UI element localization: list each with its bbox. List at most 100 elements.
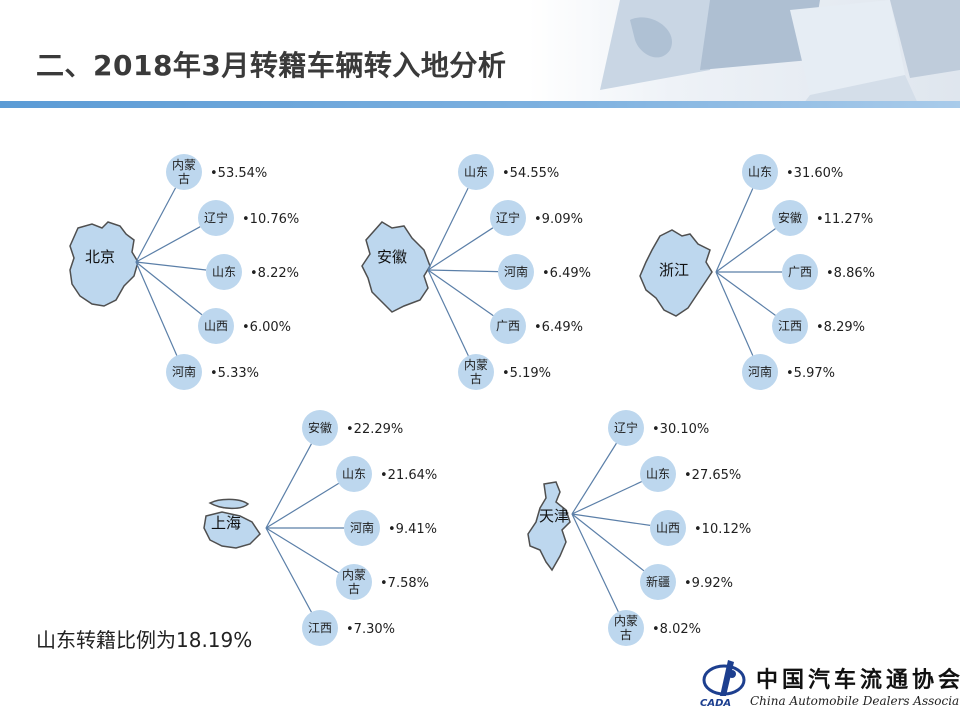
percent-label: •7.58% [380, 576, 429, 591]
province-label: 内蒙 [342, 568, 366, 582]
province-label: 山东 [464, 165, 488, 179]
province-node [640, 564, 676, 600]
cada-emblem-icon [702, 660, 746, 696]
percent-label: •8.22% [250, 266, 299, 281]
cada-logo: CADA 中国汽车流通协会 China Automobile Dealers A… [694, 654, 960, 714]
region-group: 上海 安徽 •22.29% 山东 •21.64% 河南 •9.41% 内蒙古 •7.58% 江西 •… [211, 410, 437, 646]
connector-line [571, 513, 645, 572]
province-label: 内蒙 [614, 614, 638, 628]
province-label: 古 [620, 627, 632, 642]
connector-line [715, 228, 776, 273]
header-decoration [600, 0, 960, 108]
connector-line [135, 226, 201, 263]
province-node [166, 354, 202, 390]
logo-english-name: China Automobile Dealers Association [750, 694, 960, 708]
percent-label: •22.29% [346, 422, 403, 437]
connector-line [135, 261, 178, 356]
province-node [198, 200, 234, 236]
page-title: 二、2018年3月转籍车辆转入地分析 [36, 49, 507, 82]
province-node [742, 354, 778, 390]
region-label: 天津 [539, 507, 569, 525]
connector-line [715, 271, 776, 316]
connector-line [135, 261, 207, 271]
connector-line [571, 442, 617, 515]
percent-label: •9.09% [534, 212, 583, 227]
province-node [302, 610, 338, 646]
percent-label: •5.33% [210, 366, 259, 381]
percent-label: •6.49% [542, 266, 591, 281]
province-node [650, 510, 686, 546]
percent-label: •5.19% [502, 366, 551, 381]
province-node [490, 308, 526, 344]
province-node [166, 154, 202, 190]
province-label: 安徽 [778, 210, 802, 225]
connector-line [265, 443, 312, 529]
percent-label: •6.00% [242, 320, 291, 335]
province-node [782, 254, 818, 290]
province-node [742, 154, 778, 190]
connector-line [135, 261, 203, 316]
province-label: 内蒙 [172, 158, 196, 172]
province-node [198, 308, 234, 344]
province-node [344, 510, 380, 546]
province-node [458, 354, 494, 390]
header-accent-bar [0, 101, 960, 108]
region-label: 浙江 [659, 261, 689, 279]
connector-line [427, 187, 469, 271]
province-label: 河南 [172, 364, 196, 379]
percent-label: •21.64% [380, 468, 437, 483]
beijing-map [69, 221, 139, 307]
header-banner: 二、2018年3月转籍车辆转入地分析 [0, 0, 960, 108]
province-node [772, 200, 808, 236]
connector-line [265, 527, 339, 574]
province-label: 内蒙 [464, 358, 488, 372]
shandong-ratio-note: 山东转籍比例为18.19% [36, 628, 253, 652]
percent-label: •8.86% [826, 266, 875, 281]
logo-chinese-name: 中国汽车流通协会 [756, 667, 960, 693]
percent-label: •8.02% [652, 622, 701, 637]
province-node [640, 456, 676, 492]
percent-label: •9.92% [684, 576, 733, 591]
province-label: 河南 [748, 364, 772, 379]
region-group: 安徽 山东 •54.55% 辽宁 •9.09% 河南 •6.49% 广西 •6.49% 内蒙古 •5… [377, 154, 591, 390]
province-label: 江西 [778, 319, 802, 333]
connector-line [427, 227, 494, 271]
region-group: 北京 内蒙古 •53.54% 辽宁 •10.76% 山东 •8.22% 山西 •6.00% 河南 •… [85, 154, 299, 390]
province-node [302, 410, 338, 446]
province-node [772, 308, 808, 344]
province-node [608, 610, 644, 646]
percent-label: •10.76% [242, 212, 299, 227]
anhui-map [361, 221, 431, 313]
province-label: 广西 [788, 265, 812, 279]
connector-line [571, 513, 619, 612]
region-label: 安徽 [377, 248, 407, 266]
province-node [206, 254, 242, 290]
province-node [490, 200, 526, 236]
province-label: 山东 [748, 165, 772, 179]
province-label: 山西 [656, 521, 680, 535]
percent-label: •8.29% [816, 320, 865, 335]
region-group: 浙江 山东 •31.60% 安徽 •11.27% 广西 •8.86% 江西 •8.29% 河南 •5… [659, 154, 875, 390]
province-label: 古 [178, 171, 190, 186]
province-label: 辽宁 [496, 210, 520, 225]
percent-label: •10.12% [694, 522, 751, 537]
province-node [336, 564, 372, 600]
province-node [336, 456, 372, 492]
shanghai-map [203, 498, 261, 549]
province-label: 安徽 [308, 420, 332, 435]
province-label: 辽宁 [204, 210, 228, 225]
percent-label: •7.30% [346, 622, 395, 637]
connector-line [715, 188, 754, 273]
province-label: 山西 [204, 319, 228, 333]
connector-line [571, 513, 651, 526]
percent-label: •9.41% [388, 522, 437, 537]
percent-label: •11.27% [816, 212, 873, 227]
connector-line [265, 482, 339, 529]
zhejiang-map [639, 229, 713, 317]
region-label: 北京 [85, 248, 115, 266]
region-group: 天津 辽宁 •30.10% 山东 •27.65% 山西 •10.12% 新疆 •9.92% 内蒙古… [539, 410, 751, 646]
province-label: 广西 [496, 319, 520, 333]
percent-label: •54.55% [502, 166, 559, 181]
province-label: 山东 [212, 265, 236, 279]
